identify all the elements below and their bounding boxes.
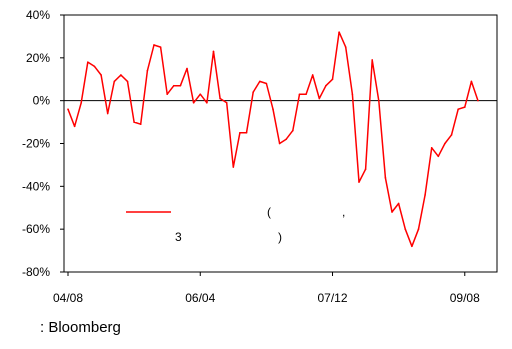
data-point bbox=[245, 131, 248, 134]
legend-fragment-close-paren: ) bbox=[278, 230, 282, 244]
data-point bbox=[477, 99, 479, 102]
y-tick-label: -20% bbox=[22, 137, 50, 151]
data-point bbox=[199, 93, 202, 96]
data-point bbox=[106, 112, 109, 115]
data-point bbox=[331, 78, 334, 81]
data-point bbox=[318, 97, 321, 100]
y-tick-label: -80% bbox=[22, 265, 50, 279]
data-point bbox=[93, 65, 96, 68]
data-point bbox=[252, 91, 254, 93]
data-point bbox=[153, 44, 155, 46]
data-point bbox=[457, 108, 459, 111]
data-point bbox=[186, 67, 188, 70]
legend-fragment-comma: , bbox=[342, 205, 345, 219]
data-point bbox=[139, 123, 142, 126]
data-point bbox=[67, 108, 69, 111]
data-point bbox=[444, 142, 446, 145]
y-tick-label: -60% bbox=[22, 222, 50, 236]
data-point bbox=[278, 142, 281, 145]
data-point bbox=[232, 166, 235, 168]
data-point bbox=[166, 93, 168, 96]
data-point bbox=[80, 102, 83, 104]
data-point bbox=[397, 202, 400, 205]
data-point bbox=[206, 102, 208, 104]
data-point bbox=[364, 168, 367, 170]
data-point bbox=[298, 93, 301, 96]
data-point bbox=[358, 181, 360, 183]
data-point bbox=[470, 80, 473, 83]
data-point bbox=[146, 69, 149, 72]
data-point bbox=[437, 155, 440, 158]
data-point bbox=[159, 46, 162, 48]
data-point bbox=[272, 108, 274, 111]
legend-fragment-open-paren: ( bbox=[267, 205, 271, 219]
data-point bbox=[239, 131, 241, 134]
x-tick-label: 04/08 bbox=[53, 291, 83, 305]
y-tick-label: 0% bbox=[33, 94, 51, 108]
data-point bbox=[265, 82, 268, 85]
data-point bbox=[404, 228, 407, 230]
legend: ( , 3 ) bbox=[126, 205, 345, 244]
data-point bbox=[338, 31, 340, 33]
data-point bbox=[384, 176, 387, 179]
data-point bbox=[305, 93, 307, 96]
data-point bbox=[87, 61, 89, 63]
data-point bbox=[120, 74, 122, 76]
data-point bbox=[212, 50, 215, 53]
data-point bbox=[344, 46, 347, 48]
series-line bbox=[67, 31, 479, 248]
data-point bbox=[133, 121, 135, 123]
data-point bbox=[430, 146, 433, 149]
data-point bbox=[219, 97, 221, 100]
data-point bbox=[179, 84, 182, 87]
data-point bbox=[463, 106, 466, 108]
data-point bbox=[292, 129, 294, 132]
y-tick-label: 20% bbox=[26, 51, 50, 65]
data-point bbox=[73, 125, 76, 128]
data-point bbox=[417, 228, 420, 230]
data-point bbox=[258, 80, 261, 83]
data-point bbox=[411, 245, 413, 248]
series-points bbox=[67, 31, 479, 248]
data-point bbox=[113, 80, 116, 83]
data-point bbox=[391, 211, 393, 213]
source-note: : Bloomberg bbox=[40, 319, 121, 336]
data-point bbox=[173, 84, 175, 87]
data-point bbox=[371, 59, 373, 61]
data-point bbox=[126, 80, 129, 83]
x-tick-label: 06/04 bbox=[185, 291, 215, 305]
x-tick-label: 09/08 bbox=[450, 291, 480, 305]
x-tick-label: 07/12 bbox=[318, 291, 348, 305]
data-point bbox=[285, 138, 288, 141]
x-axis-ticks: 04/08 06/04 07/12 09/08 bbox=[53, 272, 480, 305]
data-point bbox=[192, 102, 195, 104]
data-point bbox=[450, 134, 453, 136]
y-axis-ticks: 40% 20% 0% -20% -40% -60% -80% bbox=[22, 8, 64, 279]
data-point bbox=[311, 74, 314, 76]
data-point bbox=[325, 84, 327, 87]
legend-fragment-three: 3 bbox=[175, 230, 182, 244]
data-point bbox=[225, 102, 228, 104]
data-point bbox=[100, 74, 102, 76]
data-point bbox=[351, 93, 354, 96]
data-point bbox=[424, 194, 426, 196]
y-tick-label: -40% bbox=[22, 179, 50, 193]
data-point bbox=[378, 99, 380, 102]
y-tick-label: 40% bbox=[26, 8, 50, 22]
